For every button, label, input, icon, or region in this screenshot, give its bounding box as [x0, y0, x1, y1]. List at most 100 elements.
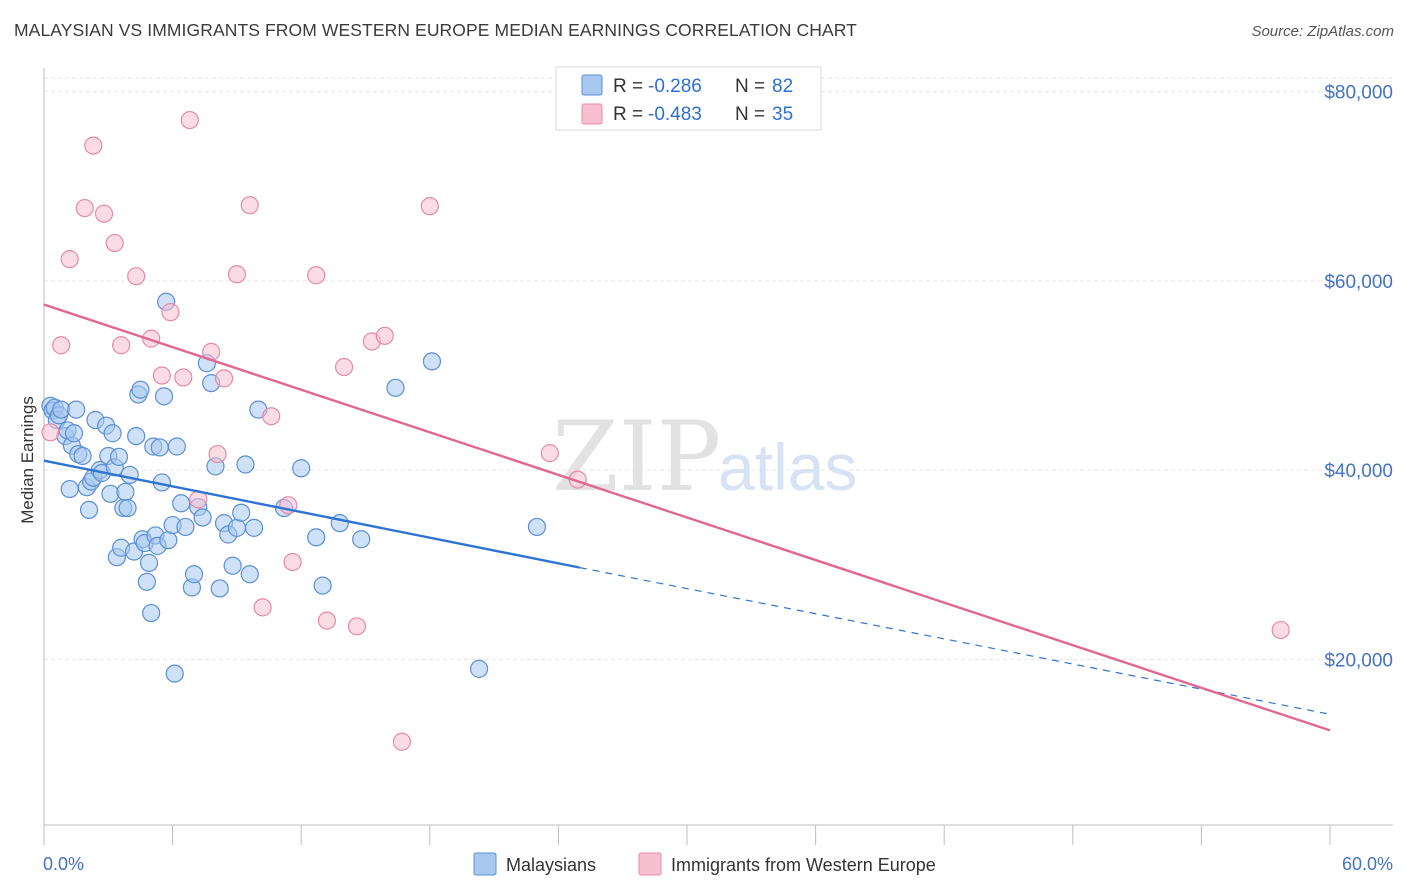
point-western-europe: [208, 444, 227, 464]
trend-line-malaysians: [43, 459, 581, 569]
y-tick-label: $40,000: [1324, 461, 1393, 482]
point-western-europe: [161, 303, 180, 322]
point-western-europe: [180, 110, 199, 130]
watermark: ZIP atlas: [552, 401, 857, 513]
point-malaysians: [193, 508, 212, 527]
point-malaysians: [103, 424, 122, 443]
trend-line-western-europe: [43, 303, 1331, 732]
point-malaysians: [64, 424, 84, 443]
point-western-europe: [105, 233, 124, 253]
point-western-europe: [127, 267, 146, 286]
point-western-europe: [41, 423, 60, 442]
point-malaysians: [167, 437, 186, 456]
point-western-europe: [375, 326, 394, 345]
point-malaysians: [150, 438, 169, 457]
point-malaysians: [313, 576, 332, 595]
point-western-europe: [240, 196, 259, 215]
watermark-zip: ZIP: [552, 401, 721, 513]
point-malaysians: [60, 479, 79, 499]
legend-r-label-pink: R =: [613, 104, 643, 125]
point-western-europe: [420, 197, 439, 216]
x-tick-labels: 0.0% 60.0%: [43, 854, 1393, 874]
point-western-europe: [214, 369, 234, 388]
legend-n-label-blue: N =: [735, 76, 765, 97]
point-malaysians: [172, 494, 191, 513]
point-western-europe: [253, 598, 272, 617]
y-tick-label: $20,000: [1324, 650, 1393, 671]
point-western-europe: [307, 266, 326, 285]
legend-r-value-blue: -0.286: [648, 76, 702, 97]
point-western-europe: [283, 552, 302, 572]
point-malaysians: [527, 517, 547, 537]
point-western-europe: [540, 444, 559, 463]
point-malaysians: [422, 352, 442, 371]
point-western-europe: [142, 329, 161, 348]
point-malaysians: [109, 447, 129, 467]
y-axis-title: Median Earnings: [18, 396, 37, 524]
point-malaysians: [118, 498, 137, 518]
point-malaysians: [120, 465, 139, 484]
y-tick-label: $60,000: [1324, 272, 1393, 293]
point-western-europe: [84, 136, 103, 155]
y-tick-labels: $20,000 $40,000 $60,000 $80,000: [1324, 83, 1393, 672]
legend: R = -0.286 N = 82 R = -0.483 N = 35: [555, 66, 822, 131]
y-tick-label: $80,000: [1324, 83, 1393, 104]
point-malaysians: [352, 530, 371, 549]
bottom-legend-swatch-malaysians: [473, 852, 497, 876]
legend-n-value-blue: 82: [772, 76, 793, 97]
point-western-europe: [52, 336, 71, 355]
point-malaysians: [79, 500, 99, 519]
trend-line-malaysians-extrapolated: [579, 567, 1331, 715]
point-malaysians: [67, 400, 86, 419]
point-malaysians: [101, 484, 120, 503]
point-malaysians: [210, 579, 229, 598]
point-malaysians: [223, 556, 242, 575]
point-malaysians: [127, 426, 146, 446]
series-western-europe: [41, 110, 1290, 751]
point-malaysians: [137, 572, 156, 591]
point-western-europe: [75, 198, 94, 218]
axes: [43, 68, 1393, 845]
bottom-legend-label-malaysians: Malaysians: [506, 855, 596, 875]
bottom-legend-label-western-europe: Immigrants from Western Europe: [671, 855, 936, 875]
legend-r-label-blue: R =: [613, 76, 643, 97]
trend-lines: [43, 303, 1331, 732]
point-western-europe: [174, 368, 193, 387]
watermark-atlas: atlas: [718, 430, 857, 504]
legend-n-label-pink: N =: [735, 104, 765, 125]
point-malaysians: [165, 664, 184, 683]
x-tick-label-max: 60.0%: [1342, 854, 1393, 874]
point-western-europe: [94, 204, 114, 223]
point-malaysians: [116, 482, 135, 502]
point-malaysians: [236, 455, 255, 474]
bottom-legend-swatch-western-europe: [638, 852, 662, 876]
point-western-europe: [334, 357, 354, 377]
legend-n-value-pink: 35: [772, 104, 793, 125]
chart-title: MALAYSIAN VS IMMIGRANTS FROM WESTERN EUR…: [14, 20, 857, 40]
point-malaysians: [292, 459, 311, 478]
legend-r-value-pink: -0.483: [648, 104, 702, 125]
point-western-europe: [60, 250, 79, 269]
point-malaysians: [386, 378, 405, 397]
point-malaysians: [176, 517, 195, 537]
point-malaysians: [159, 531, 178, 550]
legend-swatch-blue: [581, 74, 603, 96]
point-western-europe: [317, 611, 337, 630]
point-western-europe: [347, 617, 367, 636]
point-malaysians: [232, 503, 251, 522]
point-malaysians: [307, 528, 326, 547]
point-malaysians: [139, 553, 159, 572]
point-malaysians: [142, 603, 161, 623]
source-credit: Source: ZipAtlas.com: [1251, 23, 1394, 40]
bottom-legend: Malaysians Immigrants from Western Europ…: [473, 852, 936, 876]
point-malaysians: [469, 659, 489, 678]
point-western-europe: [227, 265, 246, 284]
point-malaysians: [244, 518, 264, 537]
point-western-europe: [1271, 620, 1290, 640]
point-malaysians: [73, 446, 92, 466]
point-malaysians: [184, 565, 204, 584]
point-malaysians: [131, 380, 150, 399]
point-western-europe: [262, 407, 281, 426]
point-western-europe: [112, 336, 131, 355]
